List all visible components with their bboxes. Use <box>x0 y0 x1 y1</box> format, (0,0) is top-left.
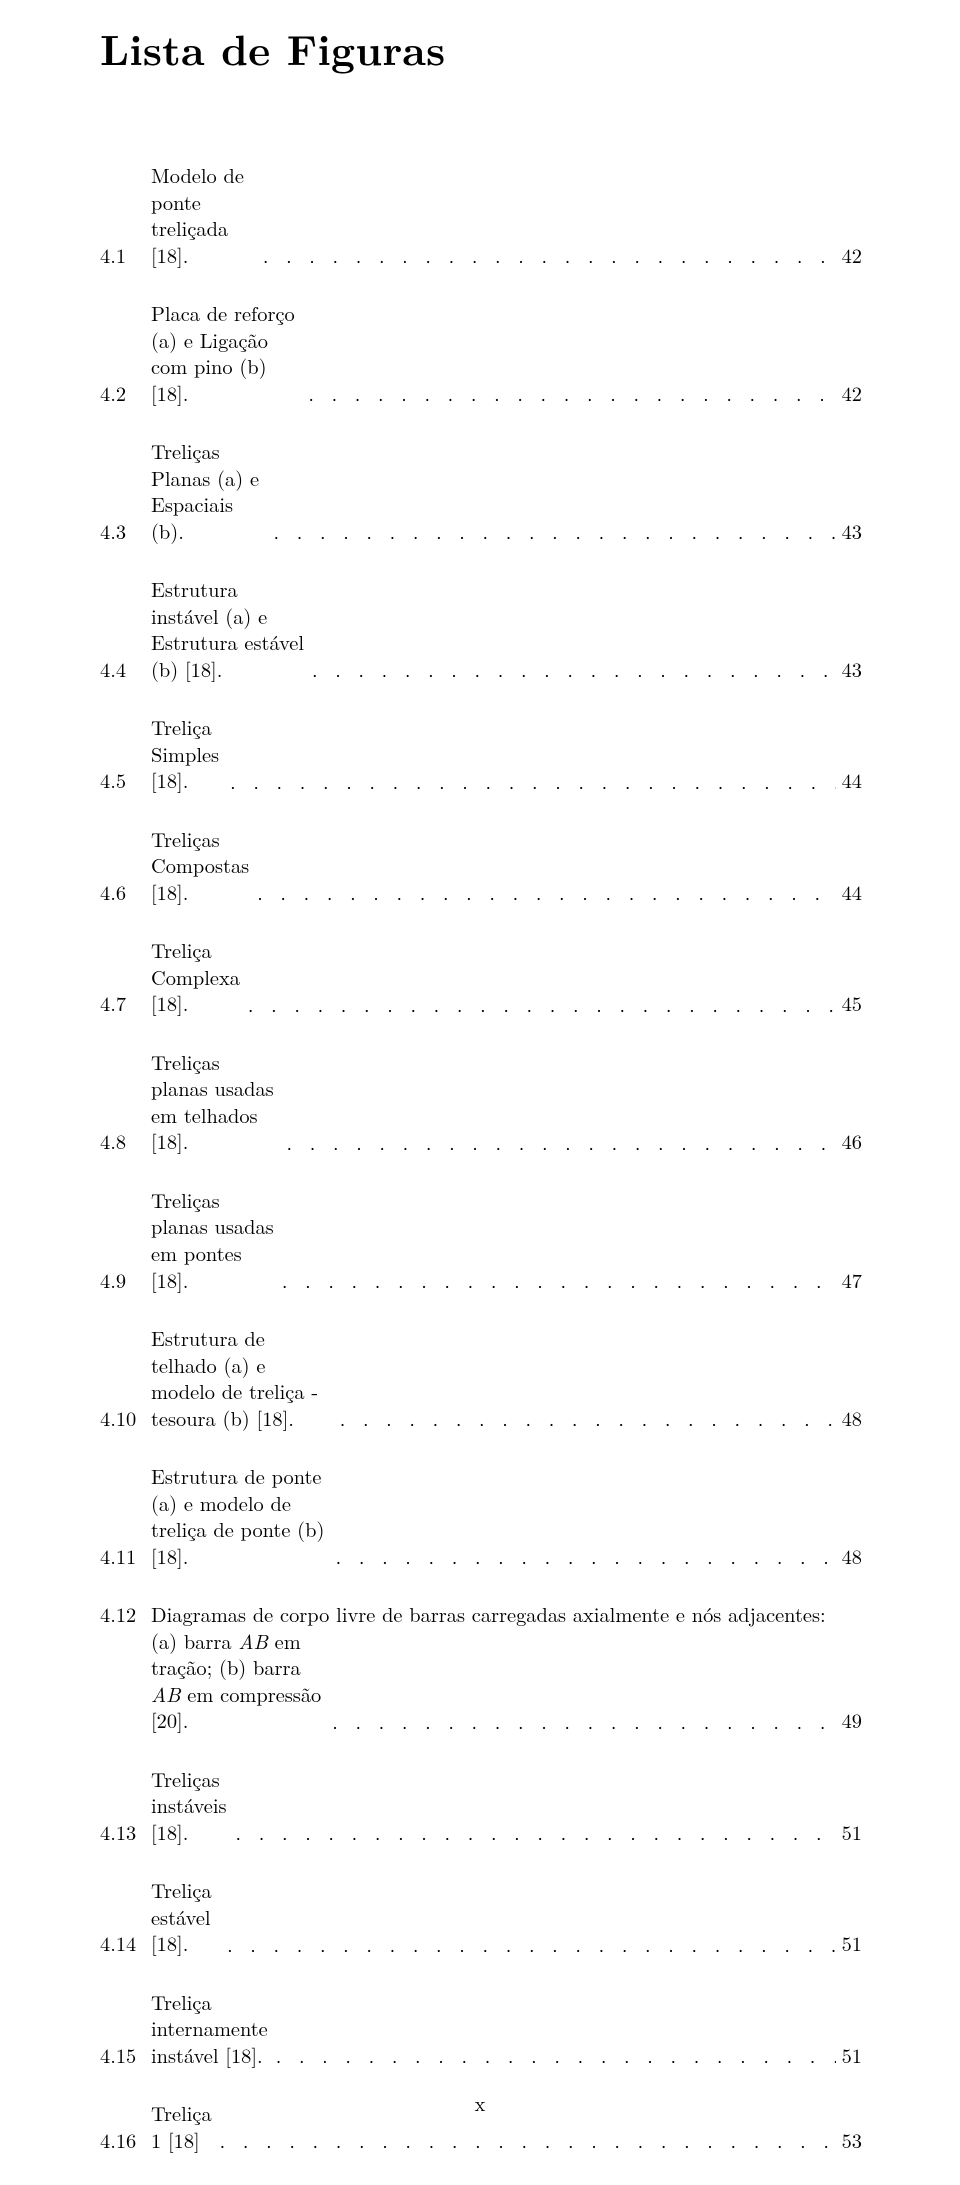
lof-entry-line: (a) barra AB em tração; (b) barra AB em … <box>100 1628 862 1734</box>
dot-leader <box>268 2042 836 2068</box>
lof-entry-multiline: 4.12Diagramas de corpo livre de barras c… <box>100 1601 862 1734</box>
lof-entry-number: 4.7 <box>100 990 151 1017</box>
lof-entry-page: 42 <box>836 242 862 269</box>
dot-leader <box>332 1405 836 1431</box>
lof-entry-text: Estrutura instável (a) e Estrutura estáv… <box>151 576 304 682</box>
lof-entry-text: Diagramas de corpo livre de barras carre… <box>151 1601 826 1628</box>
lof-entry: 4.14Treliça estável [18]. 51 <box>100 1877 862 1957</box>
lof-entry: 4.15Treliça internamente instável [18]. 5… <box>100 1989 862 2069</box>
lof-entry-page: 43 <box>836 656 862 683</box>
lof-entry-page: 51 <box>836 2042 862 2069</box>
lof-entry-number: 4.8 <box>100 1128 151 1155</box>
lof-entry: 4.12Diagramas de corpo livre de barras c… <box>100 1601 862 1734</box>
lof-entry: 4.5Treliça Simples [18]. 44 <box>100 714 862 794</box>
lof-entry-number: 4.1 <box>100 242 151 269</box>
lof-entry-page: 45 <box>836 990 862 1017</box>
dot-leader <box>219 1931 836 1957</box>
lof-entry-page: 47 <box>836 1267 862 1294</box>
lof-entry-page: 43 <box>836 518 862 545</box>
lof-entry: 4.9Treliças planas usadas em pontes [18]… <box>100 1187 862 1293</box>
page: Lista de Figuras 4.1Modelo de ponte trel… <box>0 0 960 2153</box>
lof-entry-number: 4.13 <box>100 1819 151 1846</box>
lof-entry-number: 4.3 <box>100 518 151 545</box>
lof-entry-text: Placa de reforço (a) e Ligação com pino … <box>151 300 300 406</box>
lof-entry-number: 4.4 <box>100 656 151 683</box>
lof-entry-text: (a) barra AB em tração; (b) barra AB em … <box>151 1628 324 1734</box>
lof-entry: 4.6Treliças Compostas [18]. 44 <box>100 826 862 906</box>
dot-leader <box>279 1129 836 1155</box>
lof-entry-line: 4.12Diagramas de corpo livre de barras c… <box>100 1601 862 1628</box>
lof-entry-number: 4.5 <box>100 767 151 794</box>
lof-entry-page: 53 <box>836 2127 862 2154</box>
lof-entry-page: 51 <box>836 1819 862 1846</box>
lof-entry: 4.8Treliças planas usadas em telhados [1… <box>100 1049 862 1155</box>
lof-entry-number: 4.11 <box>100 1543 151 1570</box>
lof-entry-page: 48 <box>836 1405 862 1432</box>
lof-entry-text: Treliças instáveis [18]. <box>151 1766 228 1846</box>
lof-entry-page: 48 <box>836 1543 862 1570</box>
dot-leader <box>304 656 836 682</box>
lof-entry: 4.7Treliça Complexa [18]. 45 <box>100 937 862 1017</box>
lof-entry-indent <box>100 1707 151 1734</box>
dot-leader <box>222 768 836 794</box>
lof-entry-number: 4.14 <box>100 1930 151 1957</box>
lof-entry-page: 42 <box>836 380 862 407</box>
lof-entry-text: Modelo de ponte treliçada [18]. <box>151 162 255 268</box>
lof-entry-number: 4.15 <box>100 2042 151 2069</box>
lof-entry-page: 46 <box>836 1128 862 1155</box>
lof-entry-number: 4.10 <box>100 1405 151 1432</box>
dot-leader <box>324 1708 835 1734</box>
lof-entry-text: Estrutura de ponte (a) e modelo de treli… <box>151 1463 328 1569</box>
lof-entry: 4.11Estrutura de ponte (a) e modelo de t… <box>100 1463 862 1569</box>
dot-leader <box>274 1267 836 1293</box>
lof-entry-text: Treliças planas usadas em telhados [18]. <box>151 1049 279 1155</box>
lof-entry-number: 4.6 <box>100 879 151 906</box>
lof-entry: 4.4Estrutura instável (a) e Estrutura es… <box>100 576 862 682</box>
page-number: x <box>0 2088 960 2117</box>
dot-leader <box>228 1819 836 1845</box>
dot-leader <box>328 1543 836 1569</box>
lof-entry-page: 51 <box>836 1930 862 1957</box>
dot-leader <box>266 518 836 544</box>
list-of-figures: 4.1Modelo de ponte treliçada [18].424.2P… <box>100 162 862 2153</box>
lof-entry-page: 44 <box>836 767 862 794</box>
lof-entry: 4.13Treliças instáveis [18]. 51 <box>100 1766 862 1846</box>
lof-entry: 4.3Treliças Planas (a) e Espaciais (b). 4… <box>100 438 862 544</box>
dot-leader <box>300 380 835 406</box>
lof-entry: 4.2Placa de reforço (a) e Ligação com pi… <box>100 300 862 406</box>
lof-entry-number: 4.12 <box>100 1601 151 1628</box>
lof-entry-text: Treliça Complexa [18]. <box>151 937 240 1017</box>
lof-entry-number: 4.16 <box>100 2127 151 2154</box>
lof-entry-text: Treliça internamente instável [18]. <box>151 1989 268 2069</box>
lof-entry: 4.1Modelo de ponte treliçada [18]. 42 <box>100 162 862 268</box>
dot-leader <box>212 2127 836 2153</box>
lof-entry-text: Treliça Simples [18]. <box>151 714 222 794</box>
lof-entry-page: 44 <box>836 879 862 906</box>
dot-leader <box>255 242 836 268</box>
lof-entry-text: Treliças Planas (a) e Espaciais (b). <box>151 438 266 544</box>
lof-entry-number: 4.2 <box>100 380 151 407</box>
lof-entry-text: Treliças planas usadas em pontes [18]. <box>151 1187 274 1293</box>
lof-entry-text: Treliça estável [18]. <box>151 1877 219 1957</box>
dot-leader <box>249 879 835 905</box>
page-title: Lista de Figuras <box>100 18 862 78</box>
lof-entry-page: 49 <box>836 1707 862 1734</box>
dot-leader <box>240 991 836 1017</box>
lof-entry-number: 4.9 <box>100 1267 151 1294</box>
lof-entry-text: Treliças Compostas [18]. <box>151 826 249 906</box>
